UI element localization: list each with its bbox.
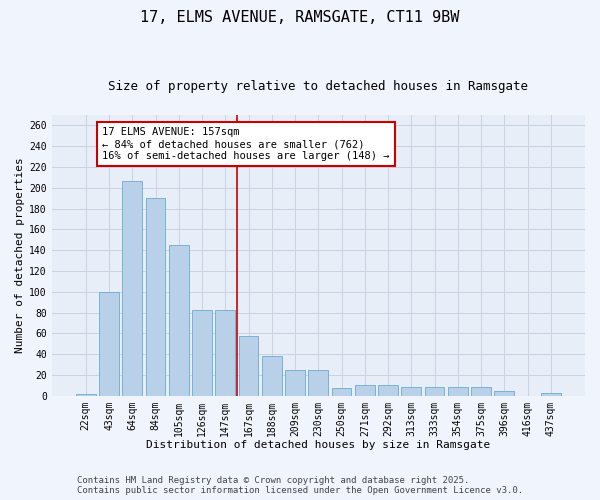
Bar xyxy=(146,198,166,396)
Bar xyxy=(169,245,188,396)
Bar xyxy=(308,370,328,396)
Bar xyxy=(355,386,375,396)
Title: Size of property relative to detached houses in Ramsgate: Size of property relative to detached ho… xyxy=(109,80,529,93)
Bar xyxy=(425,388,445,396)
Text: Contains HM Land Registry data © Crown copyright and database right 2025.
Contai: Contains HM Land Registry data © Crown c… xyxy=(77,476,523,495)
Bar xyxy=(215,310,235,396)
Y-axis label: Number of detached properties: Number of detached properties xyxy=(15,158,25,353)
Text: 17 ELMS AVENUE: 157sqm
← 84% of detached houses are smaller (762)
16% of semi-de: 17 ELMS AVENUE: 157sqm ← 84% of detached… xyxy=(102,128,389,160)
X-axis label: Distribution of detached houses by size in Ramsgate: Distribution of detached houses by size … xyxy=(146,440,490,450)
Bar xyxy=(448,388,468,396)
Bar xyxy=(122,180,142,396)
Bar xyxy=(285,370,305,396)
Bar xyxy=(332,388,352,396)
Bar xyxy=(262,356,282,396)
Bar xyxy=(494,390,514,396)
Bar xyxy=(541,392,561,396)
Bar xyxy=(76,394,95,396)
Bar xyxy=(401,388,421,396)
Bar xyxy=(378,386,398,396)
Text: 17, ELMS AVENUE, RAMSGATE, CT11 9BW: 17, ELMS AVENUE, RAMSGATE, CT11 9BW xyxy=(140,10,460,25)
Bar xyxy=(239,336,259,396)
Bar xyxy=(192,310,212,396)
Bar xyxy=(99,292,119,396)
Bar xyxy=(471,388,491,396)
